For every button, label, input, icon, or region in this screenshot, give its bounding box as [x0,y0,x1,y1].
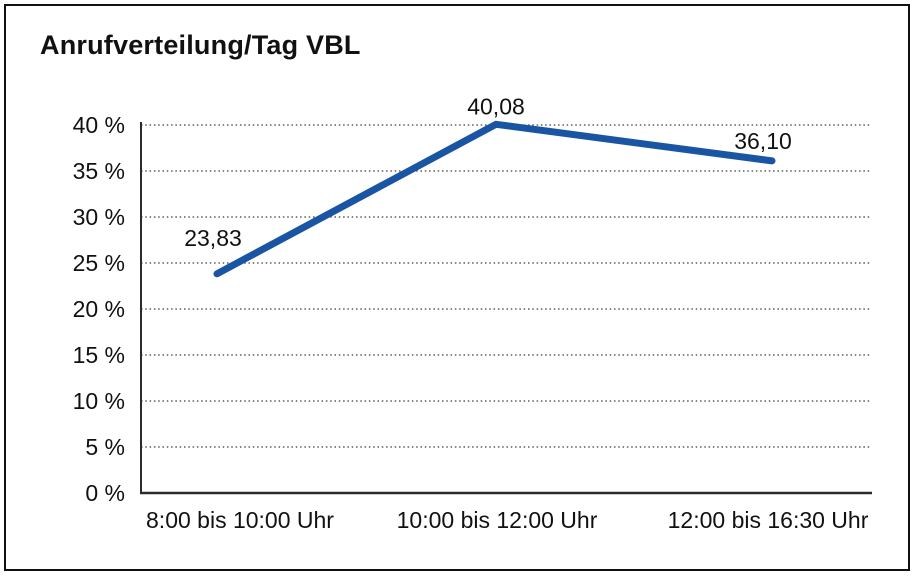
y-tick-label: 0 % [85,480,125,506]
x-category-label: 12:00 bis 16:30 Uhr [668,507,869,533]
data-point-label: 36,10 [734,128,792,154]
chart-title: Anrufverteilung/Tag VBL [40,30,361,60]
y-tick-label: 15 % [73,342,125,368]
y-tick-label: 25 % [73,250,125,276]
y-tick-label: 40 % [73,112,125,138]
x-category-label: 10:00 bis 12:00 Uhr [397,507,598,533]
x-category-label: 8:00 bis 10:00 Uhr [146,507,334,533]
y-tick-label: 30 % [73,204,125,230]
data-line [213,120,776,278]
y-tick-label: 35 % [73,158,125,184]
y-tick-label: 5 % [85,434,125,460]
data-point-label: 23,83 [184,225,242,251]
y-tick-label: 20 % [73,296,125,322]
y-tick-label: 10 % [73,388,125,414]
data-point-label: 40,08 [467,93,525,119]
